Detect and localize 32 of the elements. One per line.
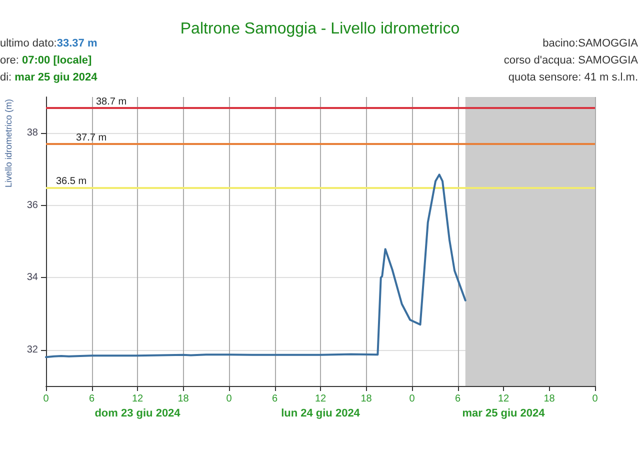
x-tick-label: 12 xyxy=(314,394,326,404)
text: lun 24 giu 2024 xyxy=(281,408,361,420)
x-tick-label: 0 xyxy=(226,394,232,404)
x-tick-label: 6 xyxy=(272,394,278,404)
y-tick-label: 32 xyxy=(26,344,38,356)
y-axis-title: Livello idrometrico (m) xyxy=(4,99,14,188)
y-tick-label: 36 xyxy=(26,200,38,211)
x-tick-label: 6 xyxy=(454,394,461,404)
x-tick-label: 18 xyxy=(360,394,372,404)
x-tick-label: 18 xyxy=(178,394,190,404)
text: ultimo dato:33.37 m xyxy=(0,38,98,50)
text: dom 23 giu 2024 xyxy=(94,408,182,420)
x-tick-label: 0 xyxy=(409,394,416,404)
x-tick-label: 18 xyxy=(544,394,556,404)
line-series xyxy=(45,174,466,358)
x-tick-label: 0 xyxy=(43,394,50,404)
text: corso d'acqua: SAMOGGIA xyxy=(504,54,639,66)
chart-title: Paltrone Samoggia - Livello idrometrico xyxy=(180,20,460,38)
text: ore: 07:00 [locale] xyxy=(0,54,92,66)
text: quota sensore: 41 m s.l.m. xyxy=(508,72,638,84)
text: di: mar 25 giu 2024 xyxy=(0,72,98,84)
y-tick-label: 34 xyxy=(26,272,38,284)
ref-line-label: 38.7 m xyxy=(96,96,127,108)
ref-line-label: 37.7 m xyxy=(76,132,107,144)
x-tick-label: 12 xyxy=(132,394,144,404)
ref-line-label: 36.5 m xyxy=(56,176,87,187)
y-tick-label: 38 xyxy=(26,128,38,139)
x-tick-label: 6 xyxy=(88,394,95,404)
x-tick-label: 0 xyxy=(592,394,598,404)
text: bacino:SAMOGGIA xyxy=(542,38,639,50)
text: mar 25 giu 2024 xyxy=(462,408,546,420)
x-tick-label: 12 xyxy=(498,394,510,404)
